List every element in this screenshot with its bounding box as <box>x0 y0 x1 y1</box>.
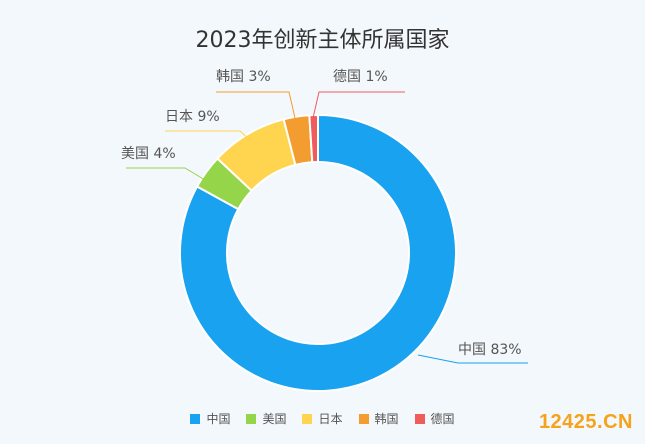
leader-line-中国 <box>417 354 528 364</box>
legend: 中国 美国 日本 韩国 德国 <box>0 410 645 427</box>
legend-swatch <box>302 413 313 424</box>
legend-label: 美国 <box>262 412 287 426</box>
legend-item-中国[interactable]: 中国 <box>190 410 230 427</box>
leader-line-德国 <box>312 91 405 119</box>
legend-label: 德国 <box>430 412 455 426</box>
slice-中国 <box>179 113 457 392</box>
legend-item-德国[interactable]: 德国 <box>414 410 455 427</box>
slice-label-韩国: 韩国 3% <box>216 69 271 85</box>
legend-label: 中国 <box>206 412 231 426</box>
legend-swatch <box>246 413 257 424</box>
legend-item-韩国[interactable]: 韩国 <box>358 410 399 427</box>
slice-label-德国: 德国 1% <box>333 69 388 85</box>
legend-item-日本[interactable]: 日本 <box>302 410 343 427</box>
legend-swatch <box>358 413 369 424</box>
leader-line-日本 <box>165 130 251 141</box>
legend-swatch <box>414 413 425 424</box>
leader-line-美国 <box>126 167 206 181</box>
slice-label-中国: 中国 83% <box>458 342 522 358</box>
slice-label-日本: 日本 9% <box>165 109 220 125</box>
chart-title: 2023年创新主体所属国家 <box>195 28 450 53</box>
slice-德国 <box>308 113 319 164</box>
legend-item-美国[interactable]: 美国 <box>246 410 286 427</box>
legend-swatch <box>190 413 201 424</box>
legend-label: 韩国 <box>374 412 399 426</box>
legend-label: 日本 <box>318 412 343 426</box>
slice-label-美国: 美国 4% <box>121 146 176 162</box>
watermark: 12425.CN <box>538 411 633 433</box>
leader-line-韩国 <box>216 91 296 119</box>
